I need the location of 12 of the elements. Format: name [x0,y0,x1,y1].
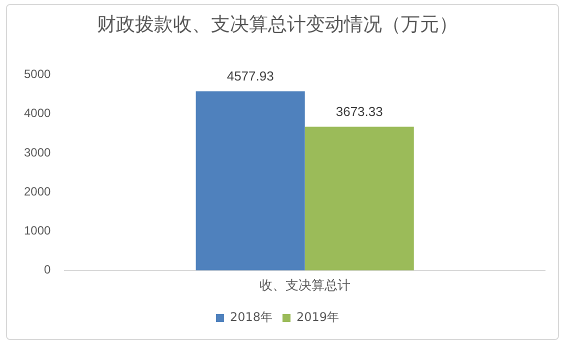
legend-label: 2018年 [230,310,273,324]
y-tick-label: 5000 [24,67,52,82]
data-label: 3673.33 [336,104,383,119]
chart-title: 财政拨款收、支决算总计变动情况（万元） [97,13,458,36]
y-tick-label: 2000 [24,184,52,198]
y-tick-label: 3000 [24,145,52,160]
data-label: 4577.93 [226,68,274,84]
y-tick-label: 1000 [24,224,52,238]
y-tick-label: 4000 [24,106,52,120]
legend-label: 2019年 [296,310,340,324]
x-tick-label: 收、支决算总计 [259,278,350,294]
y-tick-label: 0 [44,262,52,277]
